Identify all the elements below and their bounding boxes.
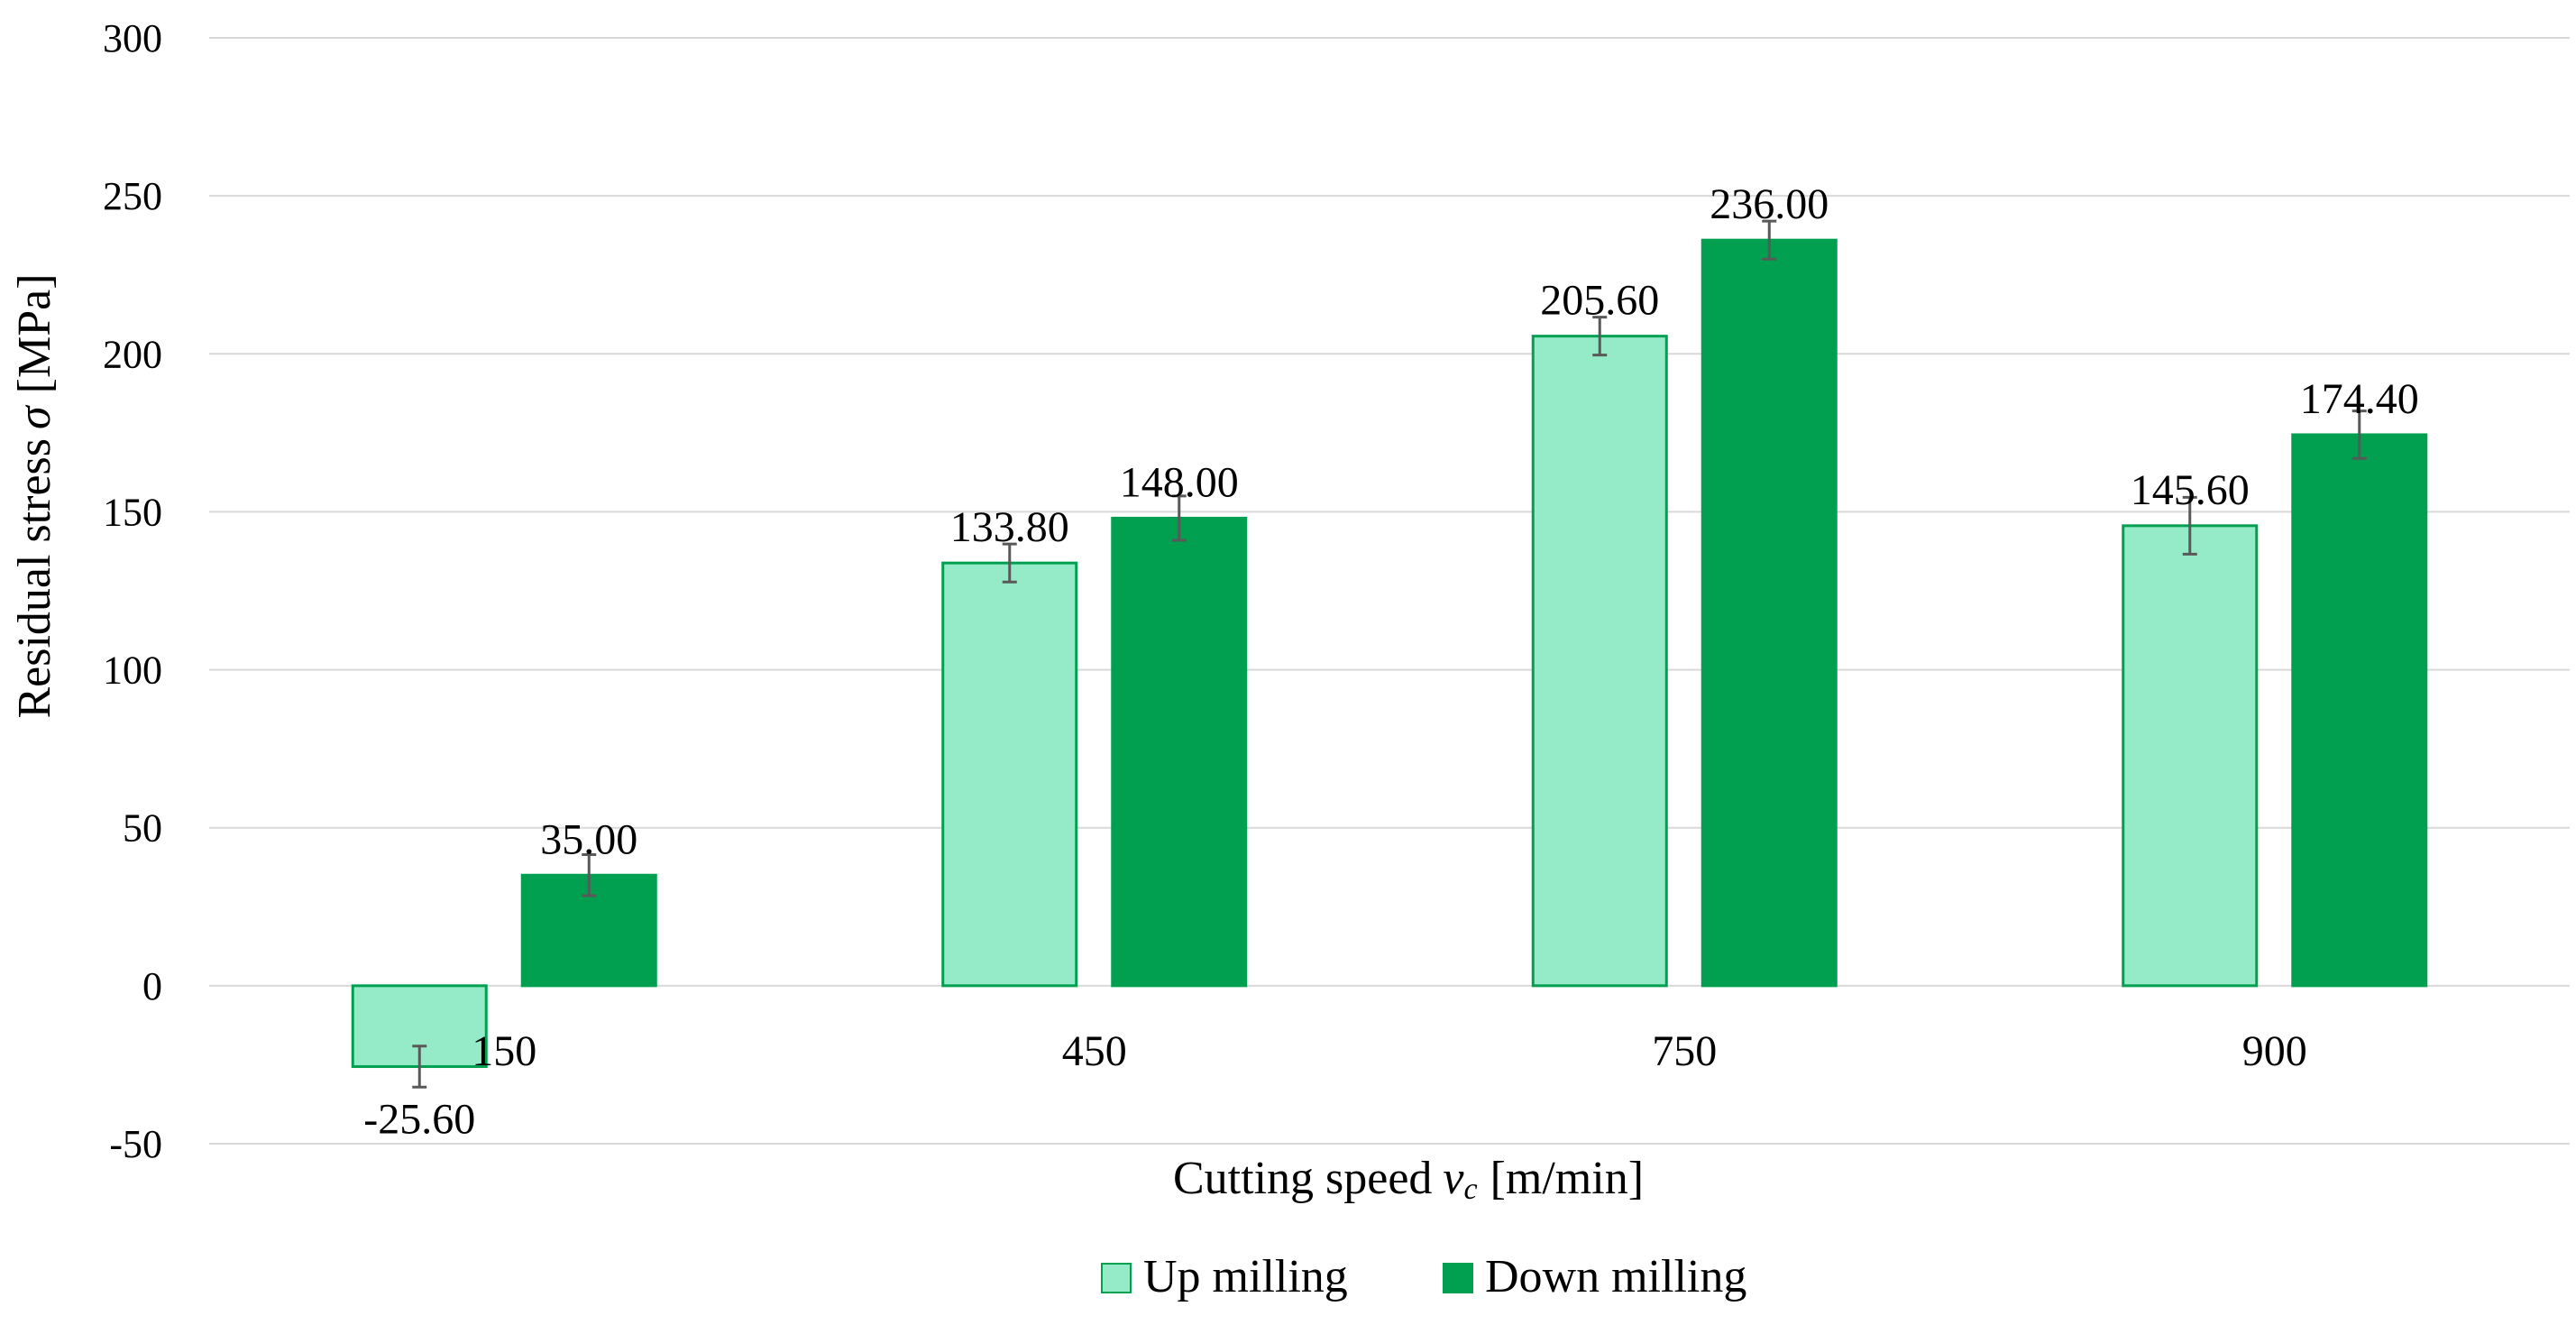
y-tick-label: -50 — [109, 1122, 162, 1166]
y-tick-label: 200 — [103, 332, 162, 376]
bar-up-450 — [941, 561, 1078, 988]
x-axis-ticks: 150 450 750 900 — [472, 1027, 2307, 1075]
error-bar — [412, 1044, 427, 1089]
legend-label-up-milling: Up milling — [1143, 1251, 1348, 1302]
data-label: 148.00 — [1120, 458, 1239, 506]
legend-swatch-up-milling — [1101, 1263, 1132, 1293]
legend: Up milling Down milling — [1101, 1251, 1746, 1302]
data-labels: -25.60 35.00 133.80 148.00 205.60 236.00 145.6… — [363, 180, 2418, 1143]
data-label: 145.60 — [2131, 466, 2250, 514]
x-tick-label: 450 — [1062, 1027, 1127, 1075]
y-axis-ticks: -50 0 50 100 150 200 250 300 — [103, 16, 162, 1166]
bar-down-900 — [2291, 433, 2428, 988]
bar-down-750 — [1701, 238, 1838, 988]
y-tick-label: 50 — [123, 806, 162, 851]
error-bar — [582, 852, 597, 897]
data-label: 35.00 — [540, 815, 637, 863]
error-bar — [1171, 494, 1187, 542]
x-tick-label: 750 — [1652, 1027, 1717, 1075]
y-tick-label: 0 — [142, 964, 162, 1008]
data-label: 174.40 — [2300, 375, 2419, 423]
error-bar — [2351, 409, 2367, 460]
data-label: -25.60 — [363, 1096, 475, 1144]
data-label: 133.80 — [950, 503, 1069, 551]
y-tick-label: 250 — [103, 174, 162, 218]
data-label: 236.00 — [1710, 180, 1829, 228]
bar-down-450 — [1111, 516, 1248, 988]
bar-up-750 — [1531, 335, 1668, 988]
error-bar — [1762, 219, 1777, 261]
bars — [351, 238, 2428, 1069]
error-bar — [1592, 316, 1608, 357]
data-label: 205.60 — [1540, 277, 1659, 325]
error-bar — [1002, 542, 1017, 584]
legend-swatch-down-milling — [1443, 1263, 1473, 1293]
x-tick-label: 150 — [472, 1027, 536, 1075]
error-bars — [412, 219, 2367, 1089]
x-tick-label: 900 — [2242, 1027, 2307, 1075]
legend-label-down-milling: Down milling — [1485, 1251, 1746, 1302]
error-bar — [2182, 495, 2197, 556]
y-axis-title: Residual stressσ[MPa] — [9, 273, 60, 718]
x-axis-title: Cutting speed vc [m/min] — [1173, 1153, 1644, 1206]
bar-up-900 — [2122, 524, 2259, 988]
y-tick-label: 150 — [103, 490, 162, 534]
y-tick-label: 300 — [103, 16, 162, 60]
y-tick-label: 100 — [103, 649, 162, 693]
